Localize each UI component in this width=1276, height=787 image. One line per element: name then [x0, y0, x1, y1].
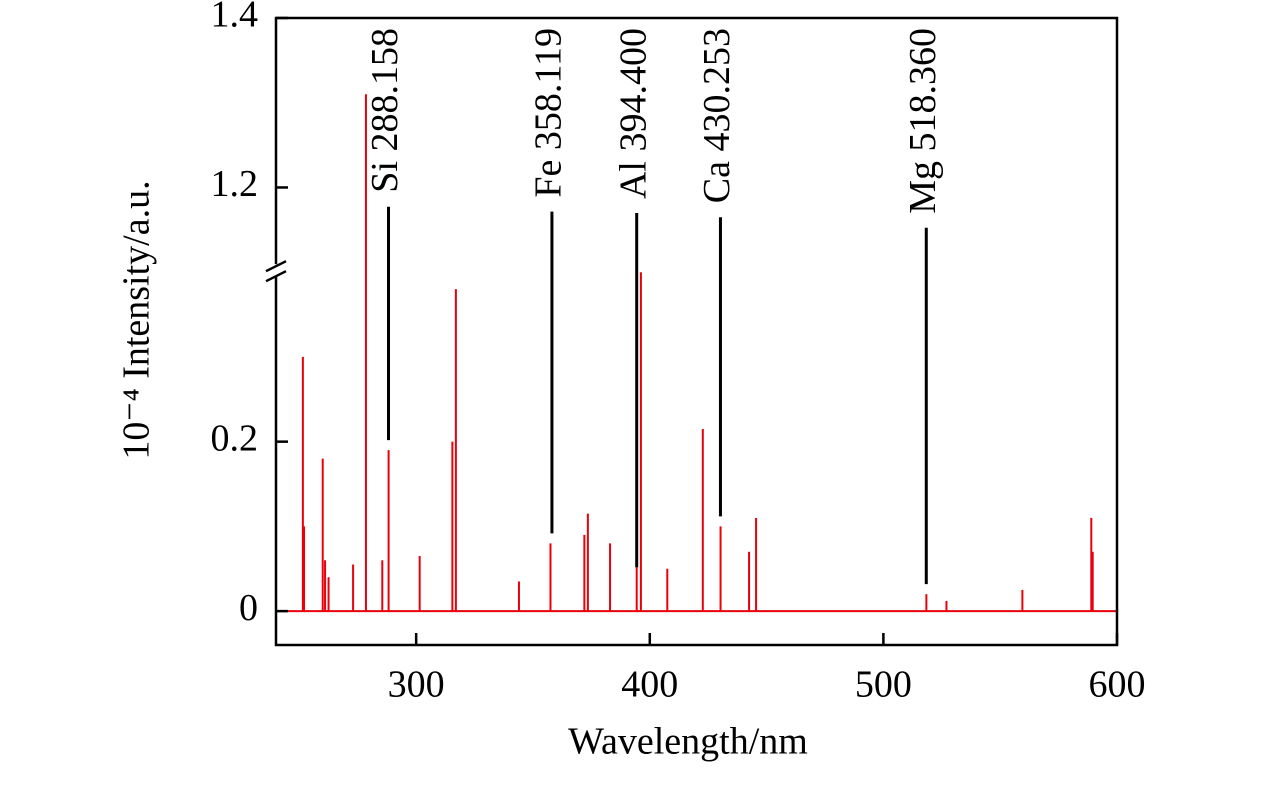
annotation-label: Ca 430.253 — [696, 28, 738, 203]
annotation-label: Mg 518.360 — [902, 28, 944, 214]
x-tick-label: 500 — [855, 664, 912, 706]
y-tick-label: 0.2 — [211, 417, 259, 459]
y-tick-label: 0 — [239, 587, 258, 629]
y-tick-label: 1.4 — [211, 0, 259, 36]
annotation-label: Si 288.158 — [364, 28, 406, 193]
annotation-label: Fe 358.119 — [528, 28, 570, 198]
plot-frame — [274, 16, 1119, 647]
y-axis-label: 10⁻⁴ Intensity/a.u. — [116, 180, 158, 459]
x-tick-label: 400 — [621, 664, 678, 706]
x-tick-label: 600 — [1089, 664, 1146, 706]
axis-break-mark — [265, 260, 287, 273]
x-axis-label: Wavelength/nm — [568, 721, 808, 763]
axis-break-mark — [265, 270, 287, 283]
x-tick-label: 300 — [388, 664, 445, 706]
annotation-label: Al 394.400 — [612, 28, 654, 199]
y-tick-label: 1.2 — [211, 163, 259, 205]
